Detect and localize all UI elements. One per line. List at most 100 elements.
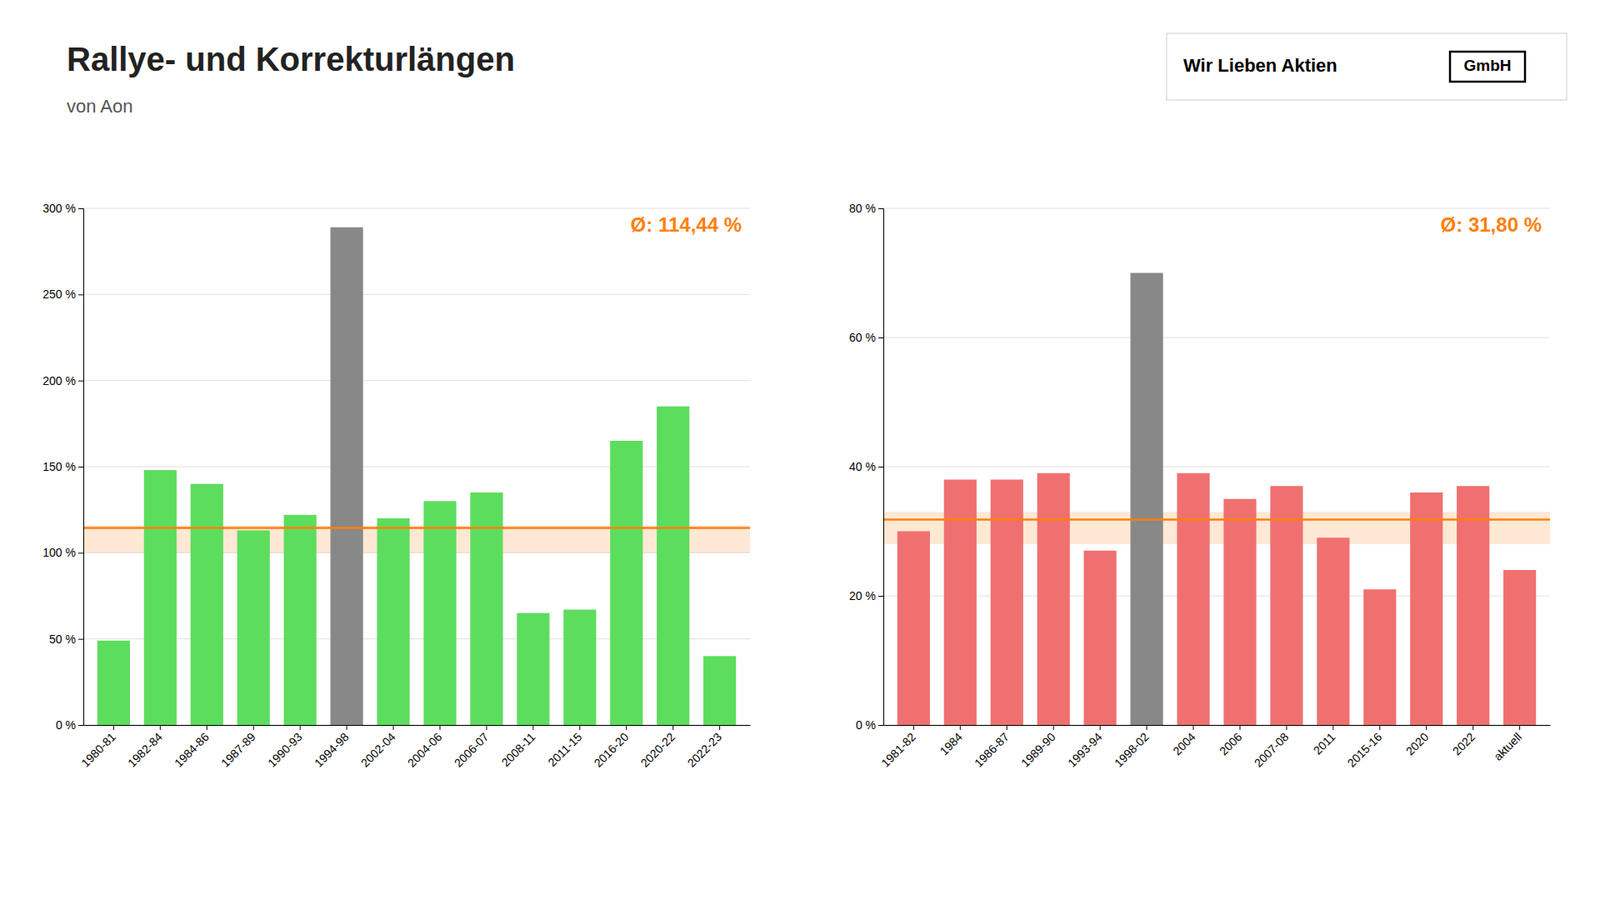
x-tick-mark bbox=[1472, 725, 1474, 730]
x-tick-mark bbox=[1425, 725, 1427, 730]
x-tick-label: 1982-84 bbox=[125, 730, 165, 770]
x-tick: 1989-90 bbox=[1018, 725, 1059, 770]
x-tick: 1984 bbox=[936, 725, 965, 758]
y-tick-mark bbox=[78, 552, 84, 554]
x-tick-mark bbox=[253, 725, 255, 730]
logo: Wir Lieben AktienGmbH bbox=[1166, 33, 1567, 100]
x-tick-label: 2020-22 bbox=[638, 730, 679, 770]
y-axis: 0 %20 %40 %60 %80 % bbox=[849, 201, 884, 732]
bar bbox=[1130, 273, 1164, 726]
bar bbox=[703, 655, 736, 725]
grid-line bbox=[83, 294, 750, 295]
bar bbox=[1223, 499, 1256, 725]
x-tick: 1982-84 bbox=[125, 725, 165, 770]
x-tick-label: 1980-81 bbox=[78, 730, 119, 770]
x-tick: 2008-11 bbox=[498, 725, 538, 770]
x-tick-mark bbox=[439, 725, 440, 730]
x-tick-mark bbox=[532, 725, 534, 730]
x-tick-label: 1990-93 bbox=[265, 730, 305, 770]
x-tick: 2006 bbox=[1216, 725, 1245, 758]
y-tick-label: 80 % bbox=[849, 201, 876, 215]
grid-line bbox=[883, 337, 1550, 339]
y-tick: 0 % bbox=[855, 718, 884, 732]
bar bbox=[423, 500, 456, 725]
x-tick: 1993-94 bbox=[1065, 725, 1105, 770]
x-axis: 1981-82 19841986-871989-901993-941998-02 2… bbox=[878, 725, 1550, 770]
average-band bbox=[883, 511, 1550, 545]
axis-line bbox=[878, 209, 885, 726]
x-tick: 1998-02 bbox=[1111, 725, 1152, 770]
x-tick-mark bbox=[579, 725, 580, 730]
x-tick-mark bbox=[393, 725, 395, 730]
y-tick: 150 % bbox=[42, 460, 84, 474]
y-tick-mark bbox=[878, 466, 884, 468]
bar bbox=[1176, 473, 1210, 725]
x-tick-mark bbox=[346, 725, 348, 730]
x-tick: 2006-07 bbox=[451, 725, 492, 770]
x-tick: 2020 bbox=[1403, 725, 1431, 758]
bar bbox=[1410, 492, 1443, 725]
y-tick-mark bbox=[78, 466, 84, 468]
x-tick-label: 2022 bbox=[1450, 730, 1478, 758]
x-tick-mark bbox=[300, 725, 301, 730]
y-tick: 100 % bbox=[42, 545, 84, 560]
x-tick-mark bbox=[1519, 725, 1520, 730]
y-tick: 60 % bbox=[849, 330, 884, 345]
x-tick: 1990-93 bbox=[265, 725, 305, 770]
y-tick-label: 200 % bbox=[42, 374, 76, 388]
y-tick: 0 % bbox=[55, 718, 84, 732]
bar bbox=[897, 531, 930, 726]
axis-line bbox=[884, 725, 1551, 726]
x-tick-label: 2020 bbox=[1403, 730, 1431, 758]
bar bbox=[990, 480, 1024, 726]
x-tick-label: 2008-11 bbox=[498, 730, 538, 770]
x-tick: 2004 bbox=[1170, 725, 1198, 758]
x-tick-mark bbox=[719, 725, 720, 730]
x-tick-mark bbox=[1285, 725, 1287, 730]
x-tick-mark bbox=[113, 725, 115, 730]
bar bbox=[1503, 570, 1536, 725]
y-tick-label: 100 % bbox=[42, 545, 76, 560]
logo-text: Wir Lieben Aktien bbox=[1183, 55, 1338, 76]
x-tick: 1984-86 bbox=[171, 725, 212, 770]
x-tick-mark bbox=[1239, 725, 1240, 730]
y-tick-label: 300 % bbox=[42, 201, 76, 215]
y-tick-mark bbox=[878, 725, 884, 726]
plot-area bbox=[83, 227, 750, 725]
axis-line bbox=[84, 725, 751, 726]
x-tick-label: aktuell bbox=[1490, 730, 1525, 764]
grid-line bbox=[83, 208, 750, 210]
bar bbox=[516, 613, 550, 725]
x-axis: 1980-811982-841984-861987-891990-931994-… bbox=[78, 725, 750, 770]
grid-line bbox=[883, 466, 1550, 468]
x-tick: 1986-87 bbox=[971, 725, 1012, 770]
logo-box-frame bbox=[1450, 51, 1525, 82]
y-tick-label: 20 % bbox=[849, 589, 876, 603]
bar bbox=[376, 518, 410, 725]
logo-frame bbox=[1166, 33, 1567, 100]
x-tick: 2015-16 bbox=[1345, 725, 1385, 770]
x-tick: 2022 bbox=[1450, 725, 1478, 758]
y-tick-label: 0 % bbox=[855, 718, 876, 732]
bar bbox=[944, 480, 977, 726]
grid bbox=[883, 208, 1550, 725]
bar bbox=[1316, 537, 1350, 725]
x-tick-label: 1998-02 bbox=[1111, 730, 1152, 770]
x-tick: 2016-20 bbox=[591, 725, 632, 770]
x-tick-label: 2006 bbox=[1216, 730, 1245, 758]
y-tick-mark bbox=[878, 208, 884, 210]
x-tick-label: 1981-82 bbox=[878, 730, 919, 770]
y-tick-mark bbox=[78, 294, 84, 295]
chart-root: Rallye- und Korrekturlängenvon AonWir Li… bbox=[0, 0, 1600, 900]
bar bbox=[563, 610, 596, 725]
title: Rallye- und Korrekturlängen bbox=[66, 40, 515, 78]
average-line bbox=[883, 518, 1550, 521]
bar bbox=[1363, 589, 1396, 725]
bar bbox=[610, 440, 643, 725]
x-tick-label: 1984-86 bbox=[171, 730, 212, 770]
grid-line bbox=[83, 380, 750, 381]
bar bbox=[1037, 473, 1070, 725]
y-tick: 300 % bbox=[42, 201, 84, 215]
x-tick: 2011-15 bbox=[545, 725, 585, 770]
bar bbox=[330, 227, 364, 725]
